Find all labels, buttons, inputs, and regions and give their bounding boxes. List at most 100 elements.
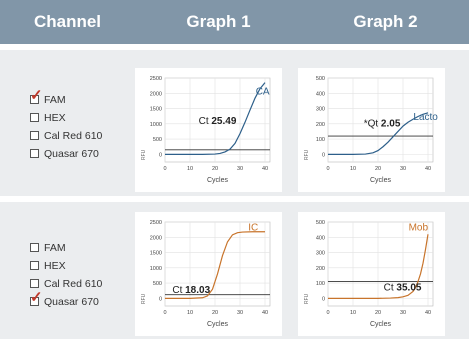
x-tick-label: 10 [187,166,193,172]
y-tick-label: 2500 [150,76,162,82]
channel-list-2: FAM HEX Cal Red 610 ✓ Quasar 670 [30,240,102,312]
x-tick-label: 20 [212,310,218,316]
series-label: Lacto [413,112,438,123]
y-tick-label: 0 [322,296,325,302]
x-tick-label: 20 [375,310,381,316]
channel-label: FAM [44,242,66,254]
x-tick-label: 20 [212,166,218,172]
checkmark-icon: ✓ [30,290,43,306]
checkbox-icon [30,279,39,288]
x-tick-label: 30 [400,166,406,172]
x-tick-label: 30 [237,310,243,316]
y-tick-label: 1000 [150,122,162,128]
y-axis-label: RFU [141,293,147,304]
ct-value: 35.05 [396,282,421,293]
y-tick-label: 1500 [150,107,162,113]
x-tick-label: 0 [163,310,166,316]
checkbox-icon [30,243,39,252]
x-axis-label: Cycles [207,177,229,184]
y-tick-label: 1500 [150,251,162,257]
y-tick-label: 100 [316,281,325,287]
header-graph-1: Graph 1 [135,0,302,44]
ct-annotation: Ct 35.05 [384,282,422,293]
header-channel: Channel [0,0,135,44]
y-axis-label: RFU [304,293,310,304]
channel-item-hex: HEX [30,110,102,126]
channel-item-quasar-670: ✓ Quasar 670 [30,294,102,310]
checkbox-icon [30,149,39,158]
y-tick-label: 2500 [150,220,162,226]
x-tick-label: 0 [163,166,166,172]
channel-label: FAM [44,94,66,106]
y-tick-label: 500 [316,76,325,82]
ct-value: 2.05 [381,118,401,129]
y-tick-label: 200 [316,122,325,128]
ct-label: Ct [199,116,212,127]
channel-label: Cal Red 610 [44,130,102,142]
ct-label: Ct [384,282,397,293]
series-label: CA [256,87,270,98]
channel-item-fam: ✓ FAM [30,92,102,108]
checkbox-icon [30,131,39,140]
y-tick-label: 2000 [150,235,162,241]
channel-label: Quasar 670 [44,148,99,160]
channel-item-hex: HEX [30,258,102,274]
y-tick-label: 400 [316,235,325,241]
chart-card-r1g1: 0 500 1000 1500 2000 2500 0 10 20 30 40 Cycles RFU CA… [135,68,282,192]
checkbox-icon [30,113,39,122]
y-tick-label: 200 [316,266,325,272]
y-tick-label: 500 [316,220,325,226]
ct-value: 18.03 [185,285,210,296]
checkmark-icon: ✓ [30,88,43,104]
y-tick-label: 400 [316,91,325,97]
y-tick-label: 100 [316,137,325,143]
y-tick-label: 2000 [150,91,162,97]
y-tick-label: 500 [153,281,162,287]
channel-label: HEX [44,260,66,272]
y-tick-label: 0 [159,152,162,158]
y-tick-label: 0 [159,296,162,302]
y-axis-label: RFU [141,149,147,160]
ct-annotation: *Qt 2.05 [364,118,401,129]
y-tick-label: 500 [153,137,162,143]
x-axis-label: Cycles [370,177,392,184]
x-tick-label: 30 [237,166,243,172]
channel-item-fam: FAM [30,240,102,256]
y-tick-label: 0 [322,152,325,158]
channel-item-cal-red-610: Cal Red 610 [30,128,102,144]
x-tick-label: 40 [425,310,431,316]
x-tick-label: 0 [326,166,329,172]
x-tick-label: 10 [350,310,356,316]
ct-annotation: Ct 18.03 [172,285,210,296]
y-axis-label: RFU [304,149,310,160]
x-tick-label: 40 [262,166,268,172]
table-header: Channel Graph 1 Graph 2 [0,0,469,44]
ct-value: 25.49 [211,116,236,127]
x-axis-label: Cycles [207,321,229,328]
amplification-chart-ca: 0 500 1000 1500 2000 2500 0 10 20 30 40 Cycles RFU CA… [135,68,282,192]
x-axis-label: Cycles [370,321,392,328]
x-tick-label: 40 [425,166,431,172]
y-tick-label: 1000 [150,266,162,272]
channel-label: Quasar 670 [44,296,99,308]
x-tick-label: 20 [375,166,381,172]
y-tick-label: 300 [316,251,325,257]
channel-label: HEX [44,112,66,124]
x-tick-label: 10 [187,310,193,316]
checkbox-icon [30,261,39,270]
channel-label: Cal Red 610 [44,278,102,290]
series-label: IC [248,222,258,233]
channel-list-1: ✓ FAM HEX Cal Red 610 Quasar 670 [30,92,102,164]
ct-label: *Qt [364,118,381,129]
channel-item-quasar-670: Quasar 670 [30,146,102,162]
x-tick-label: 0 [326,310,329,316]
